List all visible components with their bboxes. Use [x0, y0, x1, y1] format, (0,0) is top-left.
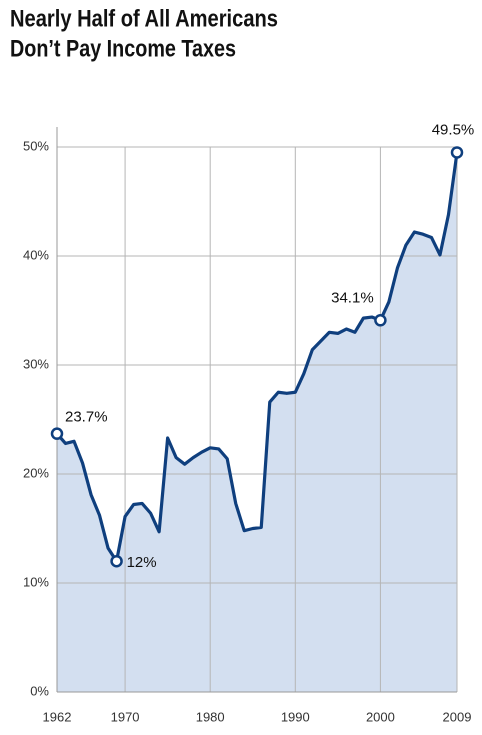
point-marker — [110, 554, 123, 568]
y-tick-label: 20% — [23, 465, 49, 480]
data-label: 49.5% — [432, 121, 475, 138]
y-tick-label: 50% — [23, 138, 49, 153]
x-tick-label: 1970 — [111, 709, 140, 724]
point-marker — [50, 427, 64, 440]
x-tick-label: 1962 — [43, 709, 72, 724]
y-tick-label: 30% — [23, 356, 49, 371]
y-tick-label: 0% — [30, 683, 49, 698]
x-tick-label: 2000 — [366, 709, 395, 724]
data-label: 23.7% — [65, 409, 108, 426]
chart-title: Nearly Half of All Americans — [10, 5, 278, 32]
point-marker — [374, 314, 387, 327]
area — [57, 152, 457, 692]
y-tick-label: 40% — [23, 247, 49, 262]
point-marker — [450, 146, 464, 159]
x-tick-label: 2009 — [443, 709, 472, 724]
data-label: 12% — [127, 554, 157, 571]
chart-title: Don’t Pay Income Taxes — [10, 35, 236, 62]
data-label: 34.1% — [331, 289, 374, 306]
x-tick-label: 1990 — [281, 709, 310, 724]
x-tick-label: 1980 — [196, 709, 225, 724]
line — [55, 152, 459, 563]
y-tick-label: 10% — [23, 574, 49, 589]
